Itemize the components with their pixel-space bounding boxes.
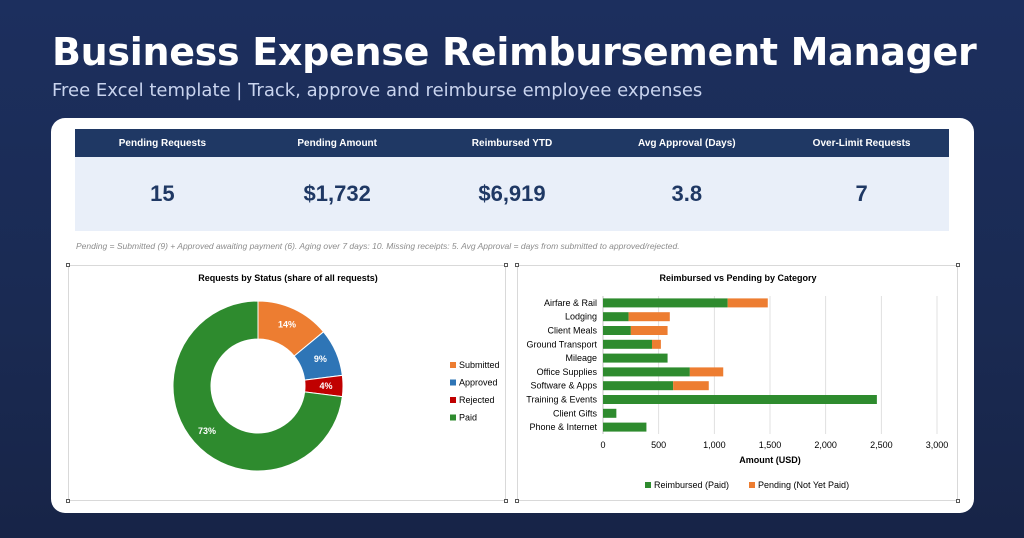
legend-label-paid: Paid (459, 413, 477, 423)
legend-label-approved: Approved (459, 378, 498, 388)
category-label-client-meals: Client Meals (547, 326, 597, 336)
x-tick-label: 3,000 (926, 440, 949, 450)
x-tick-label: 2,500 (870, 440, 893, 450)
category-label-lodging: Lodging (565, 312, 597, 322)
category-label-client-gifts: Client Gifts (553, 408, 598, 418)
kpi-value-over-limit: 7 (855, 181, 868, 206)
kpi-label-reimbursed-ytd: Reimbursed YTD (471, 137, 553, 149)
kpi-header-row: Pending Requests Pending Amount Reimburs… (75, 129, 949, 157)
donut-chart-title: Requests by Status (share of all request… (198, 273, 378, 283)
bar-pending-not-yet-paid-ground-transport[interactable] (651, 339, 661, 349)
legend-swatch-submitted (450, 362, 456, 368)
x-tick-label: 2,000 (814, 440, 837, 450)
bar-chart-title: Reimbursed vs Pending by Category (659, 273, 816, 283)
bar-chart-svg: Reimbursed vs Pending by Category 0 500 1,0… (526, 273, 949, 490)
kpi-value-avg-approval: 3.8 (671, 181, 703, 206)
category-label-software-apps: Software & Apps (530, 381, 597, 391)
bar-pending-not-yet-paid-lodging[interactable] (628, 312, 670, 322)
x-tick-label: 1,000 (703, 440, 726, 450)
legend-label-rejected: Rejected (459, 395, 495, 405)
category-label-ground-transport: Ground Transport (526, 339, 597, 349)
legend-label-submitted: Submitted (459, 360, 500, 370)
bar-pending-not-yet-paid-office-supplies[interactable] (689, 367, 724, 377)
bar-reimbursed-paid-lodging[interactable] (603, 312, 629, 322)
x-axis-label: Amount (USD) (739, 455, 801, 465)
resize-handle[interactable] (66, 499, 70, 503)
bar-reimbursed-paid-phone-internet[interactable] (603, 422, 647, 432)
bar-pending-not-yet-paid-client-meals[interactable] (630, 326, 668, 335)
resize-handle[interactable] (515, 499, 519, 503)
dashboard-card: Pending Requests Pending Amount Reimburs… (51, 118, 974, 513)
donut-data-label-paid: 73% (198, 426, 216, 436)
bar-reimbursed-paid-software-apps[interactable] (603, 381, 674, 391)
page-title: Business Expense Reimbursement Manager (52, 30, 977, 74)
legend-swatch-reimbursed-paid (645, 482, 651, 488)
x-tick-label: 500 (651, 440, 666, 450)
legend-swatch-rejected (450, 397, 456, 403)
kpi-label-over-limit: Over-Limit Requests (812, 137, 911, 149)
bar-reimbursed-paid-airfare-rail[interactable] (603, 298, 728, 308)
bar-pending-not-yet-paid-software-apps[interactable] (673, 381, 709, 391)
category-label-office-supplies: Office Supplies (537, 367, 598, 377)
bar-reimbursed-paid-client-gifts[interactable] (603, 408, 617, 418)
donut-data-label-submitted: 14% (278, 319, 296, 329)
donut-chart-svg: Requests by Status (share of all request… (172, 273, 500, 472)
kpi-footnote: Pending = Submitted (9) + Approved await… (76, 241, 680, 251)
resize-handle[interactable] (66, 263, 70, 267)
x-tick-label: 0 (600, 440, 605, 450)
category-label-mileage: Mileage (565, 353, 597, 363)
category-label-phone-internet: Phone & Internet (529, 422, 597, 432)
kpi-label-pending-amount: Pending Amount (297, 137, 377, 149)
bar-reimbursed-paid-mileage[interactable] (603, 353, 668, 363)
category-label-training-events: Training & Events (526, 395, 597, 405)
legend-label-reimbursed-paid: Reimbursed (Paid) (654, 480, 729, 490)
kpi-value-reimbursed-ytd: $6,919 (478, 181, 546, 206)
status-donut-chart[interactable]: Requests by Status (share of all request… (66, 263, 508, 503)
kpi-value-pending-amount: $1,732 (303, 181, 371, 206)
bar-reimbursed-paid-office-supplies[interactable] (603, 367, 690, 377)
bar-reimbursed-paid-ground-transport[interactable] (603, 339, 652, 349)
resize-handle[interactable] (504, 499, 508, 503)
donut-data-label-rejected: 4% (319, 381, 332, 391)
legend-label-pending-not-yet-paid: Pending (Not Yet Paid) (758, 480, 849, 490)
donut-slice-paid[interactable] (172, 300, 343, 472)
resize-handle[interactable] (515, 263, 519, 267)
bar-reimbursed-paid-training-events[interactable] (603, 395, 877, 404)
resize-handle[interactable] (504, 263, 508, 267)
category-bar-chart[interactable]: Reimbursed vs Pending by Category 0 500 1,0… (515, 263, 960, 503)
legend-swatch-pending-not-yet-paid (749, 482, 755, 488)
kpi-value-pending-requests: 15 (150, 181, 175, 206)
category-label-airfare-rail: Airfare & Rail (544, 298, 597, 308)
page-subtitle: Free Excel template | Track, approve and… (52, 80, 703, 101)
kpi-values-row: 15 $1,732 $6,919 3.8 7 (75, 157, 949, 231)
kpi-label-pending-requests: Pending Requests (118, 137, 207, 149)
bar-pending-not-yet-paid-airfare-rail[interactable] (727, 298, 768, 308)
bar-reimbursed-paid-client-meals[interactable] (603, 326, 631, 335)
x-tick-label: 1,500 (759, 440, 782, 450)
legend-swatch-approved (450, 379, 456, 386)
resize-handle[interactable] (956, 263, 960, 267)
donut-data-label-approved: 9% (314, 354, 327, 364)
resize-handle[interactable] (956, 499, 960, 503)
kpi-label-avg-approval: Avg Approval (Days) (637, 137, 736, 149)
legend-swatch-paid (450, 414, 456, 421)
